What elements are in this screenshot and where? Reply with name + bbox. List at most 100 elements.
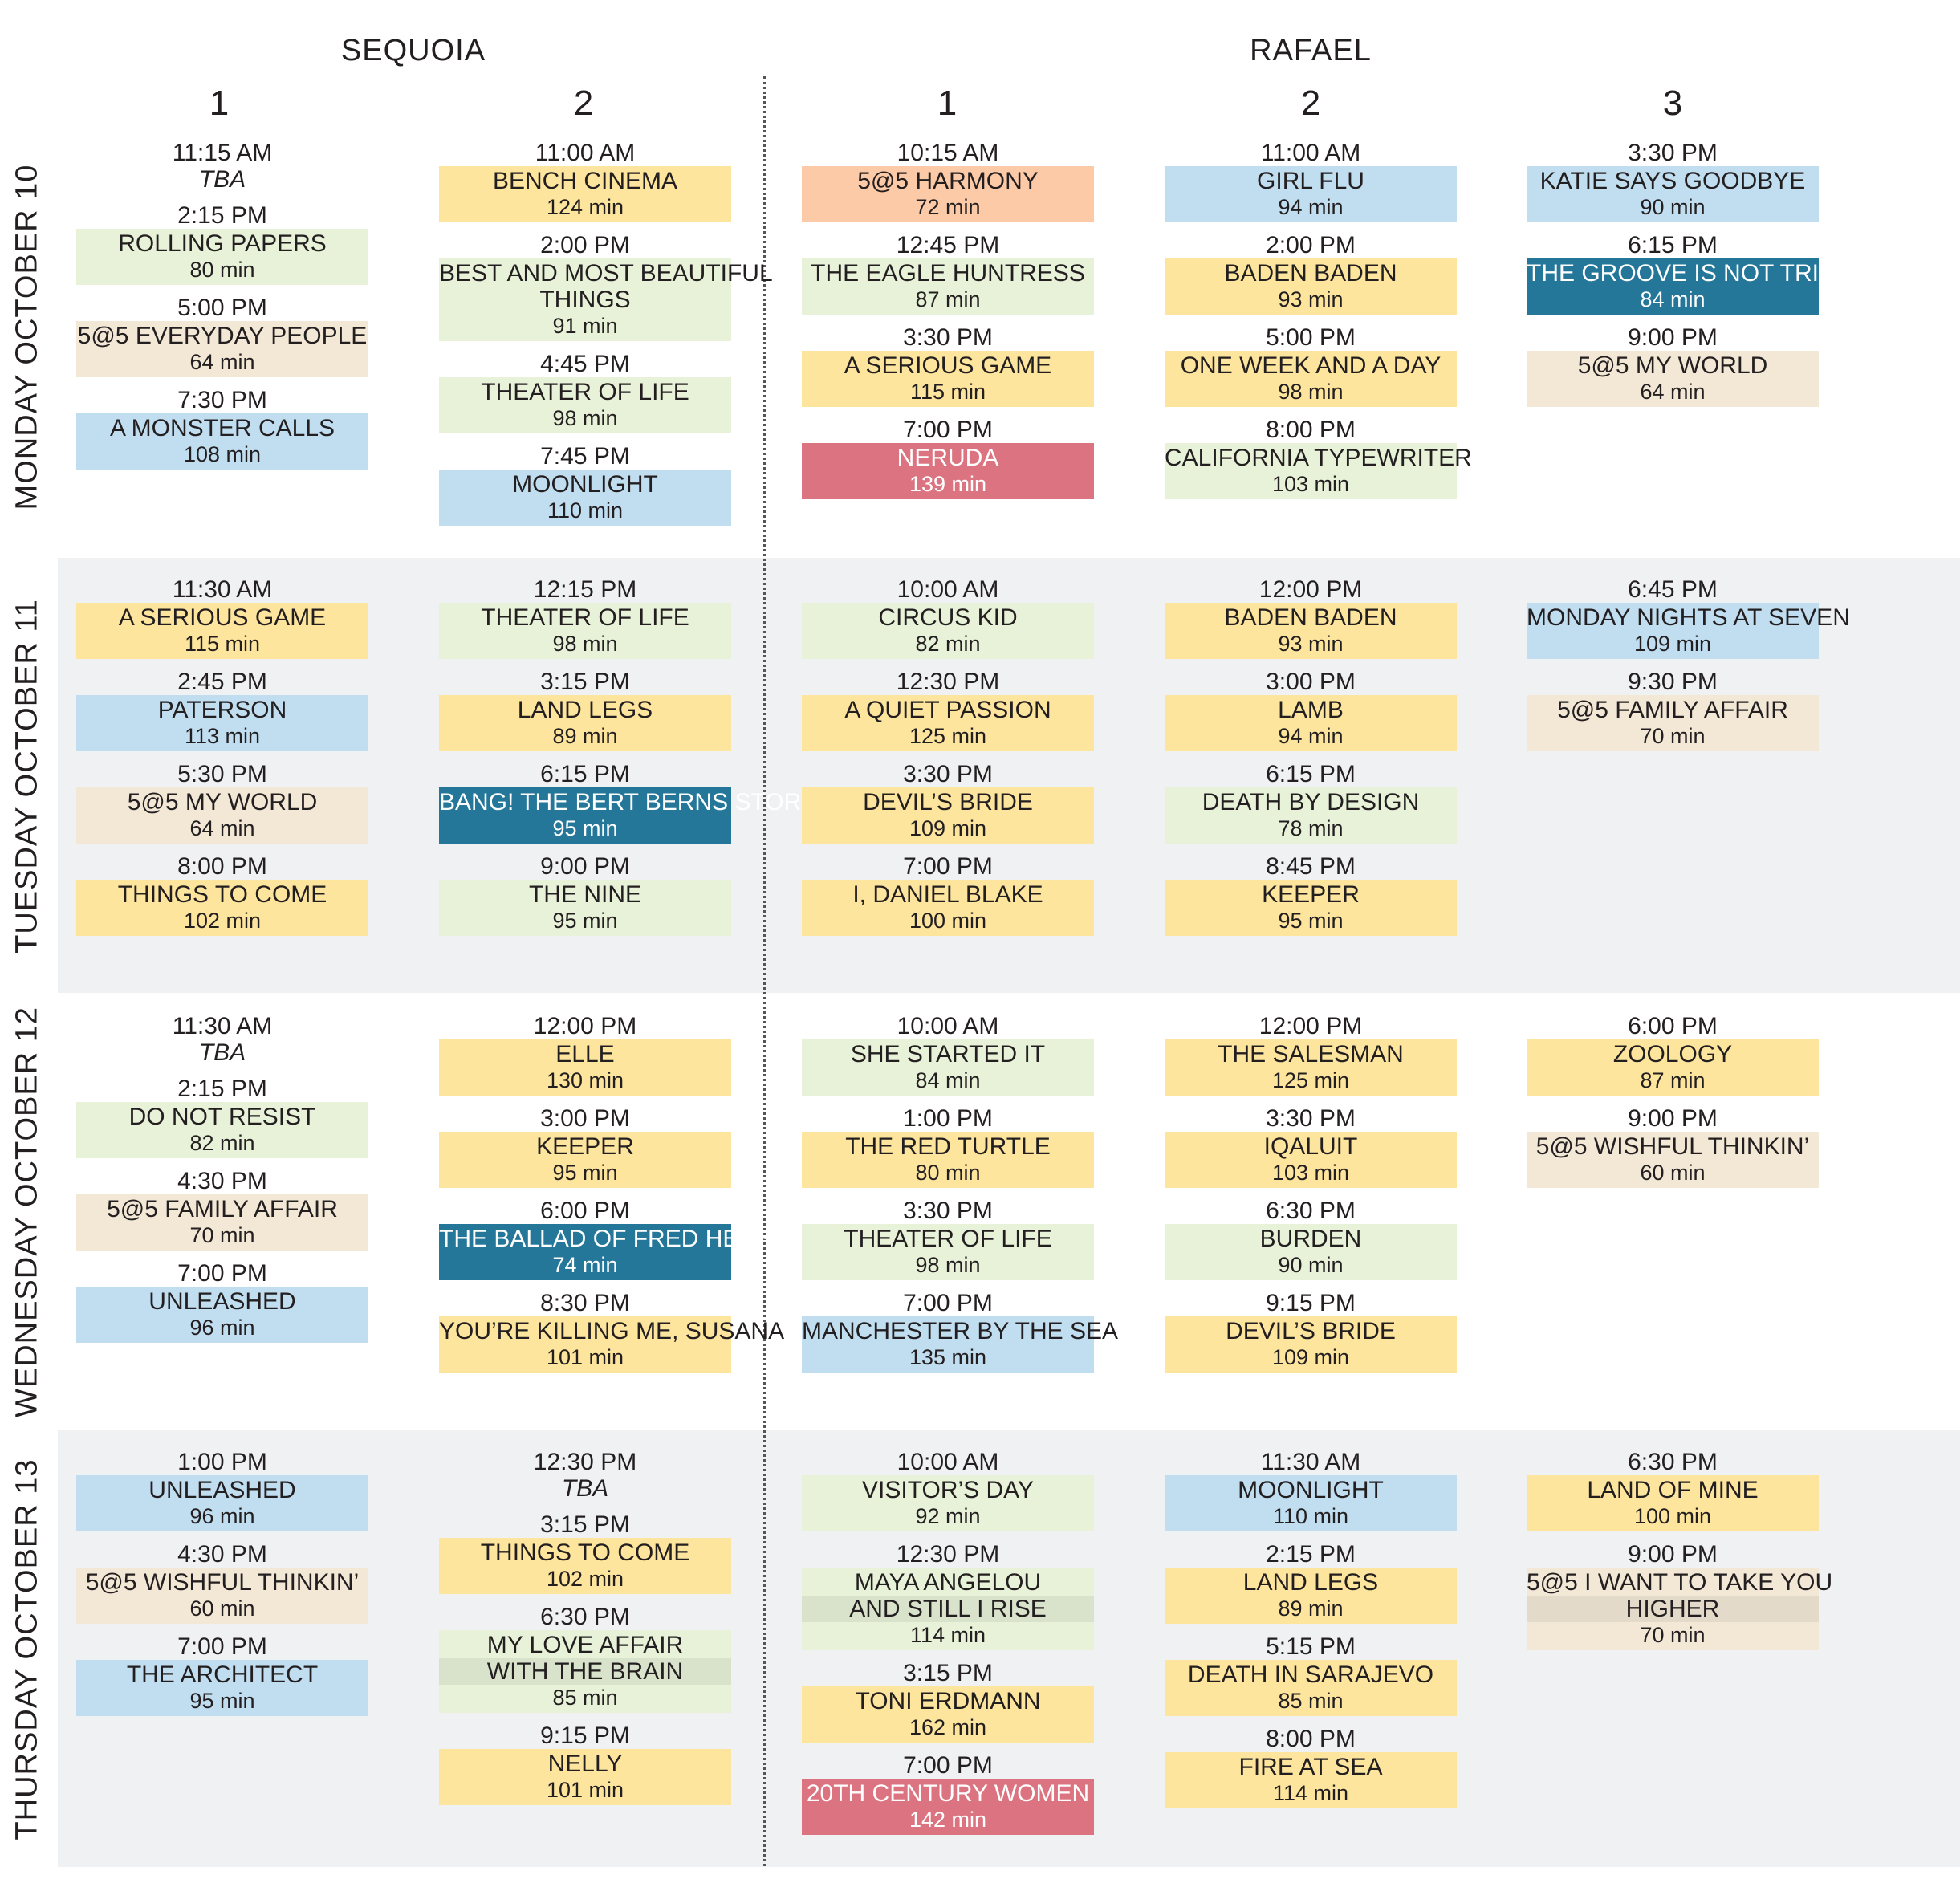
film-duration: 85 min: [1278, 1689, 1344, 1713]
screening-time: 3:00 PM: [1266, 669, 1356, 695]
day-label-wednesday: WEDNESDAY OCTOBER 12: [10, 1006, 44, 1418]
screening-time: 1:00 PM: [177, 1449, 267, 1475]
screening: 6:15 PM DEATH BY DESIGN 78 min: [1165, 761, 1457, 844]
film-duration: 84 min: [1640, 287, 1706, 311]
screening: 3:15 PM TONI ERDMANN 162 min: [802, 1660, 1094, 1743]
film-duration: 98 min: [552, 406, 618, 430]
screening-time: 9:00 PM: [540, 853, 630, 880]
film-box: THEATER OF LIFE 98 min: [439, 603, 731, 659]
screening: 2:15 PM ROLLING PAPERS 80 min: [76, 202, 368, 285]
film-duration: 139 min: [909, 472, 987, 496]
film-title: NERUDA: [897, 445, 999, 471]
film-title: AND STILL I RISE: [802, 1596, 1094, 1622]
screening-time: 12:00 PM: [1259, 576, 1363, 603]
film-title: PATERSON: [157, 697, 287, 723]
screening: 3:00 PM LAMB 94 min: [1165, 669, 1457, 751]
film-duration: 113 min: [184, 724, 261, 748]
film-box: 5@5 MY WORLD 64 min: [76, 787, 368, 844]
film-title: DEATH IN SARAJEVO: [1187, 1661, 1434, 1688]
screening-time: 9:00 PM: [1628, 324, 1718, 351]
film-duration: 64 min: [189, 816, 255, 840]
screening-time: 5:00 PM: [177, 295, 267, 321]
film-box: THE NINE 95 min: [439, 880, 731, 936]
screening-time: 12:30 PM: [896, 669, 1000, 695]
film-title: THINGS: [539, 287, 631, 313]
venue-divider: [763, 76, 766, 1866]
screening: 6:45 PM MONDAY NIGHTS AT SEVEN 109 min: [1527, 576, 1850, 659]
screening: 11:00 AM BENCH CINEMA 124 min: [439, 140, 731, 222]
film-box: A SERIOUS GAME 115 min: [76, 603, 368, 659]
film-title: THEATER OF LIFE: [481, 604, 689, 631]
film-title: YOU’RE KILLING ME, SUSANA: [439, 1318, 785, 1344]
screening-time: 4:45 PM: [540, 351, 630, 377]
film-duration: 108 min: [183, 442, 262, 466]
screen-column: 12:00 PM BADEN BADEN 93 min 3:00 PM LAMB 94 m…: [1165, 576, 1457, 936]
screening-time: 12:15 PM: [533, 576, 637, 603]
screening-time: 4:30 PM: [177, 1541, 267, 1568]
screening: 1:00 PM THE RED TURTLE 80 min: [802, 1105, 1094, 1188]
film-duration: 98 min: [552, 632, 618, 656]
film-box: BADEN BADEN 93 min: [1165, 258, 1457, 315]
screening: 12:45 PM THE EAGLE HUNTRESS 87 min: [802, 232, 1094, 315]
screening: 6:00 PM THE BALLAD OF FRED HERSCH 74 min: [439, 1198, 807, 1280]
screen-header: 2: [573, 83, 594, 123]
screening: 3:30 PM IQALUIT 103 min: [1165, 1105, 1457, 1188]
screening: 8:00 PM FIRE AT SEA 114 min: [1165, 1726, 1457, 1808]
film-title: MOONLIGHT: [1238, 1477, 1384, 1503]
film-title: ZOOLOGY: [1612, 1041, 1733, 1068]
film-title: MANCHESTER BY THE SEA: [802, 1318, 1118, 1344]
film-box: DEVIL’S BRIDE 109 min: [802, 787, 1094, 844]
film-box: 5@5 WISHFUL THINKIN’ 60 min: [76, 1568, 368, 1624]
screening-time: 10:00 AM: [897, 1449, 999, 1475]
screen-column: 11:30 AM TBA 2:15 PM DO NOT RESIST 82 min 4:3…: [76, 1013, 368, 1343]
film-box: THE GROOVE IS NOT TRIVIAL 84 min: [1527, 258, 1871, 315]
film-box: UNLEASHED 96 min: [76, 1475, 368, 1531]
screening: 7:00 PM UNLEASHED 96 min: [76, 1260, 368, 1343]
film-box: VISITOR’S DAY 92 min: [802, 1475, 1094, 1531]
film-duration: 60 min: [189, 1596, 255, 1621]
film-title: I, DANIEL BLAKE: [852, 881, 1043, 908]
screening: 7:30 PM A MONSTER CALLS 108 min: [76, 387, 368, 470]
film-title: 20TH CENTURY WOMEN: [806, 1780, 1090, 1807]
film-box: CALIFORNIA TYPEWRITER 103 min: [1165, 443, 1472, 499]
screening: 5:30 PM 5@5 MY WORLD 64 min: [76, 761, 368, 844]
screening: 9:15 PM DEVIL’S BRIDE 109 min: [1165, 1290, 1457, 1373]
screening: 8:00 PM CALIFORNIA TYPEWRITER 103 min: [1165, 417, 1472, 499]
screening: 6:30 PM LAND OF MINE 100 min: [1527, 1449, 1819, 1531]
screening: 3:00 PM KEEPER 95 min: [439, 1105, 731, 1188]
screening: 12:00 PM ELLE 130 min: [439, 1013, 731, 1096]
film-title: THINGS TO COME: [117, 881, 327, 908]
screen-column: 6:45 PM MONDAY NIGHTS AT SEVEN 109 min 9:30…: [1527, 576, 1850, 751]
film-box: THEATER OF LIFE 98 min: [802, 1224, 1094, 1280]
film-duration: 90 min: [1640, 195, 1706, 219]
screening: 12:30 PM A QUIET PASSION 125 min: [802, 669, 1094, 751]
film-duration: 82 min: [189, 1131, 255, 1155]
screening-time: 12:00 PM: [1259, 1013, 1363, 1039]
screening: 6:00 PM ZOOLOGY 87 min: [1527, 1013, 1819, 1096]
film-duration: 82 min: [915, 632, 981, 656]
screening: 10:00 AM SHE STARTED IT 84 min: [802, 1013, 1094, 1096]
film-duration: 142 min: [909, 1808, 987, 1832]
screening-time: 6:15 PM: [540, 761, 630, 787]
film-box: DO NOT RESIST 82 min: [76, 1102, 368, 1158]
screening-time: 5:00 PM: [1266, 324, 1356, 351]
film-title: THE EAGLE HUNTRESS: [811, 260, 1085, 287]
film-box: DEATH IN SARAJEVO 85 min: [1165, 1660, 1457, 1716]
screening-time: 12:45 PM: [896, 232, 1000, 258]
screening: 8:00 PM THINGS TO COME 102 min: [76, 853, 368, 936]
screen-header: 1: [937, 83, 958, 123]
film-duration: 70 min: [1640, 724, 1706, 748]
film-duration: 100 min: [909, 909, 987, 933]
film-title: 5@5 FAMILY AFFAIR: [1557, 697, 1788, 723]
film-duration: 95 min: [552, 1161, 618, 1185]
screening: 11:15 AM TBA: [76, 140, 368, 193]
film-title: THE ARCHITECT: [126, 1661, 319, 1688]
screening: 7:00 PM I, DANIEL BLAKE 100 min: [802, 853, 1094, 936]
film-box: THINGS TO COME 102 min: [76, 880, 368, 936]
screening: 9:00 PM 5@5 WISHFUL THINKIN’ 60 min: [1527, 1105, 1819, 1188]
screening-time: 8:30 PM: [540, 1290, 630, 1316]
screening-time: 3:00 PM: [540, 1105, 630, 1132]
film-title: LAND OF MINE: [1587, 1477, 1759, 1503]
screening-time: 7:00 PM: [903, 1752, 993, 1779]
film-box: IQALUIT 103 min: [1165, 1132, 1457, 1188]
